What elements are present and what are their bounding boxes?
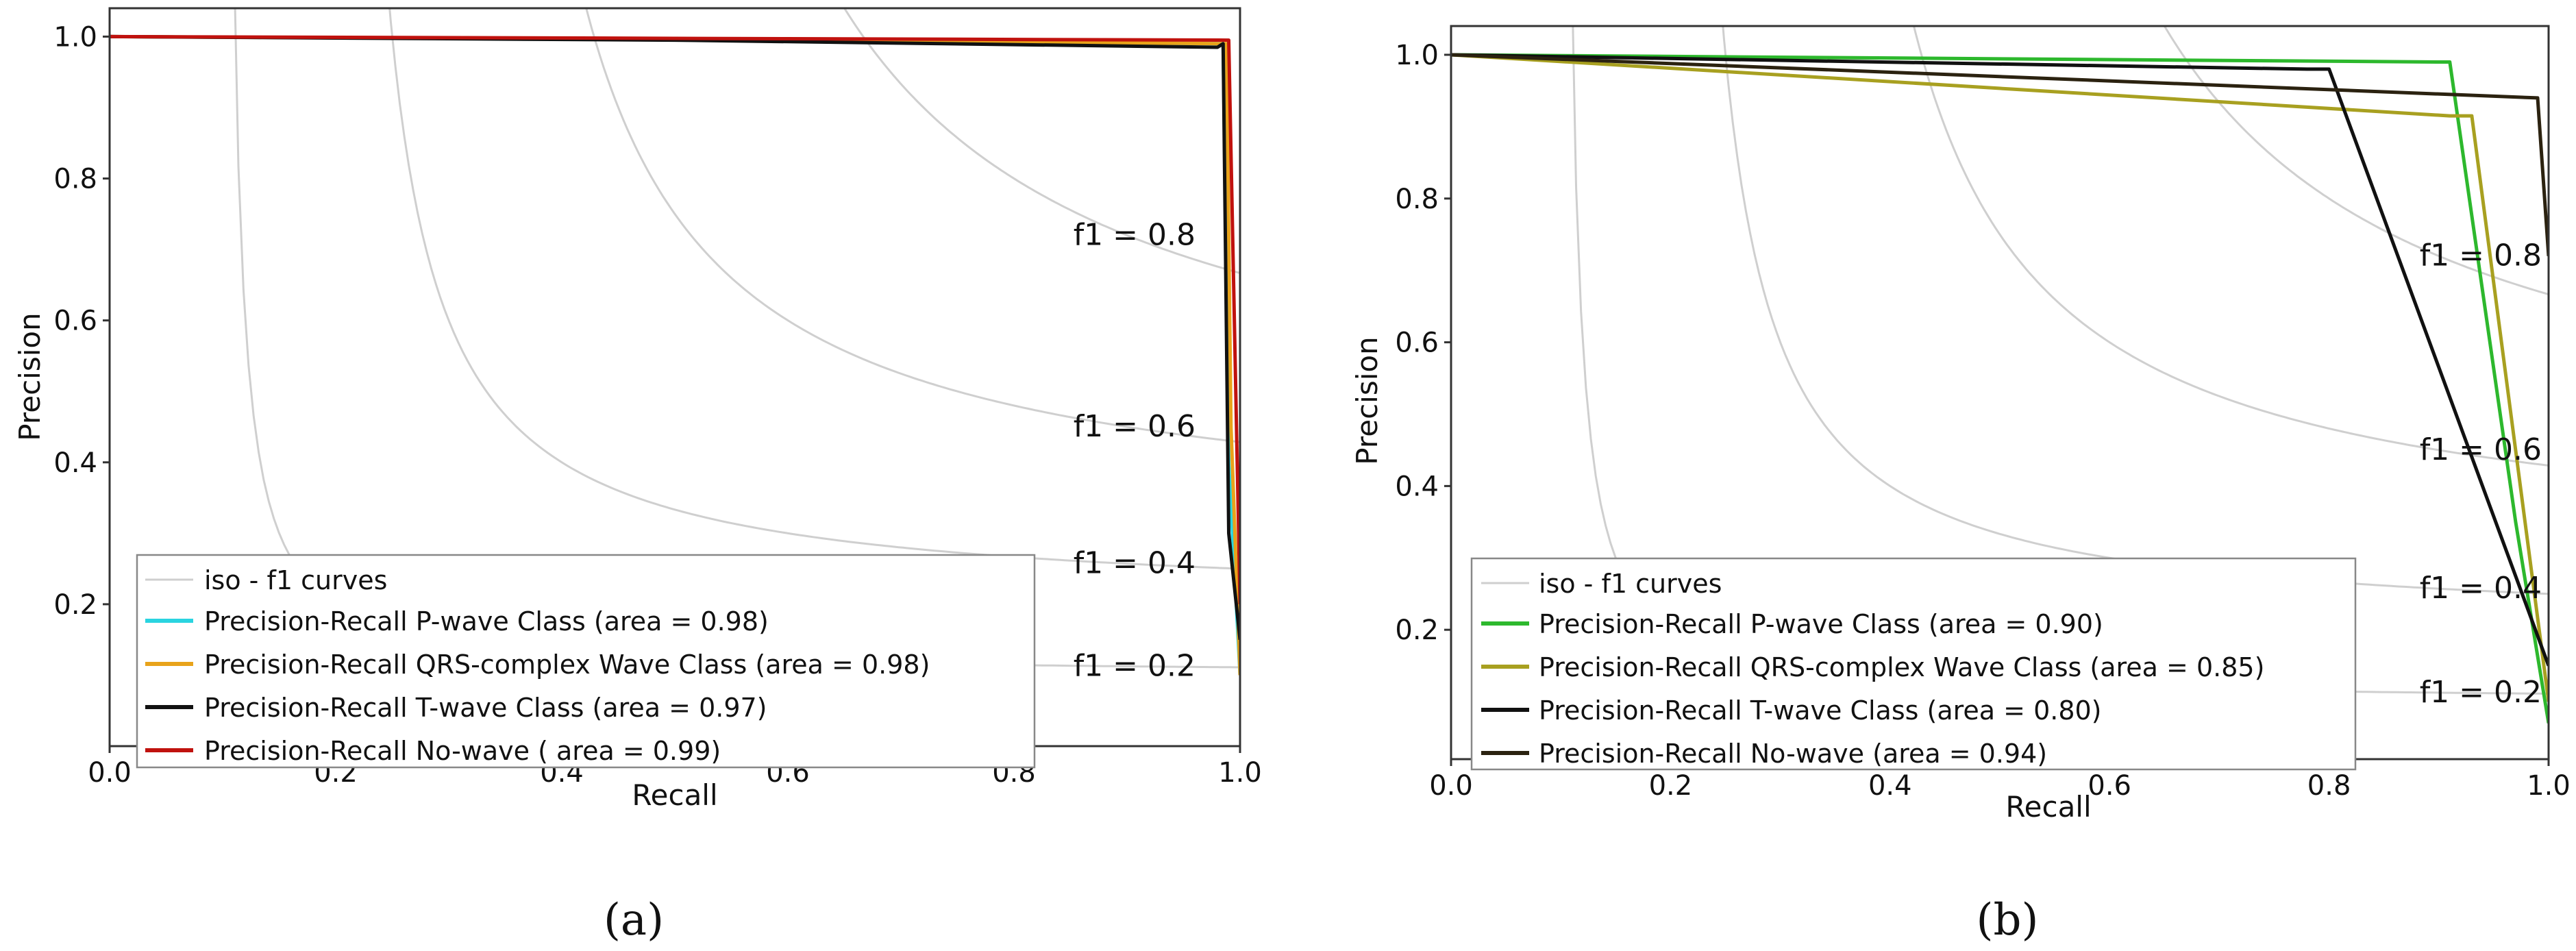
panel-label: (b): [1977, 895, 2039, 946]
legend-entry: Precision-Recall No-wave (area = 0.94): [1539, 739, 2047, 769]
series-line: [1451, 53, 2549, 724]
iso-f1-label: f1 = 0.4: [1074, 546, 1196, 581]
iso-f1-label: f1 = 0.6: [1074, 409, 1196, 444]
legend-entry-iso: iso - f1 curves: [1539, 569, 1722, 599]
x-tick-label: 0.4: [1868, 770, 1912, 802]
legend-box: [136, 554, 1036, 769]
panel-b: 0.0 0.2 0.4 0.6 0.8 1.0 0.2 0.4 0.6 0.8 1.0 f1 = …: [1350, 25, 2571, 946]
x-tick-label: 1.0: [1218, 757, 1262, 789]
x-axis-label: Recall: [632, 778, 717, 812]
legend: iso - f1 curves Precision-Recall P-wave …: [1470, 557, 2357, 771]
y-tick-label: 0.8: [1395, 184, 1439, 215]
legend-box: [1470, 557, 2357, 771]
iso-f1-label: f1 = 0.4: [2420, 571, 2542, 606]
iso-f1-label: f1 = 0.2: [2420, 675, 2542, 710]
iso-f1-curve: [2163, 26, 2549, 296]
legend-entry: Precision-Recall No-wave ( area = 0.99): [204, 736, 721, 766]
series-line: [1451, 53, 2549, 256]
x-axis-label: Recall: [2005, 790, 2091, 824]
y-tick-label: 0.4: [1395, 471, 1439, 502]
y-tick-label: 0.2: [1395, 615, 1439, 646]
legend-entry: Precision-Recall T-wave Class (area = 0.…: [204, 693, 767, 723]
iso-f1-label: f1 = 0.6: [2420, 432, 2542, 467]
y-axis-label: Precision: [1350, 336, 1384, 465]
legend-entry: Precision-Recall QRS-complex Wave Class …: [1539, 652, 2264, 682]
series-line: [110, 34, 1240, 640]
y-axis-label: Precision: [13, 312, 47, 441]
y-tick-label: 1.0: [1395, 40, 1439, 71]
legend: iso - f1 curves Precision-Recall P-wave …: [136, 554, 1036, 769]
iso-f1-label: f1 = 0.8: [1074, 217, 1196, 252]
series-line: [1451, 53, 2549, 667]
panel-a: 0.0 0.2 0.4 0.6 0.8 1.0 0.20.40.60.81.0 f1 = …: [13, 7, 1262, 946]
iso-f1-curve: [1722, 26, 2549, 595]
y-tick-label: 0.4: [53, 447, 97, 479]
y-tick-label: 1.0: [53, 21, 97, 53]
iso-f1-curve: [843, 8, 1240, 275]
legend-entry: Precision-Recall T-wave Class (area = 0.…: [1539, 695, 2102, 726]
y-tick-label: 0.6: [1395, 328, 1439, 359]
x-tick-label: 0.8: [2307, 770, 2351, 802]
iso-f1-curve: [388, 8, 1240, 570]
x-tick-label: 0.2: [1649, 770, 1693, 802]
legend-entry: Precision-Recall QRS-complex Wave Class …: [204, 650, 930, 680]
iso-f1-curve: [1912, 26, 2549, 467]
series-line: [1451, 53, 2549, 702]
iso-f1-label: f1 = 0.8: [2420, 238, 2542, 273]
y-tick-label: 0.8: [53, 164, 97, 195]
iso-f1-label: f1 = 0.2: [1074, 648, 1196, 683]
x-tick-label: 0.0: [88, 757, 132, 789]
x-tick-label: 1.0: [2527, 770, 2571, 802]
legend-entry: Precision-Recall P-wave Class (area = 0.…: [204, 606, 769, 637]
series-line: [110, 34, 1240, 604]
iso-f1-curve: [585, 8, 1240, 443]
y-tick-label: 0.2: [53, 589, 97, 621]
panel-label: (a): [604, 895, 664, 946]
legend-entry: Precision-Recall P-wave Class (area = 0.…: [1539, 609, 2103, 639]
x-tick-label: 0.6: [2088, 770, 2131, 802]
x-tick-label: 0.0: [1429, 770, 1473, 802]
legend-entry-iso: iso - f1 curves: [204, 565, 387, 595]
y-tick-label: 0.6: [53, 306, 97, 337]
